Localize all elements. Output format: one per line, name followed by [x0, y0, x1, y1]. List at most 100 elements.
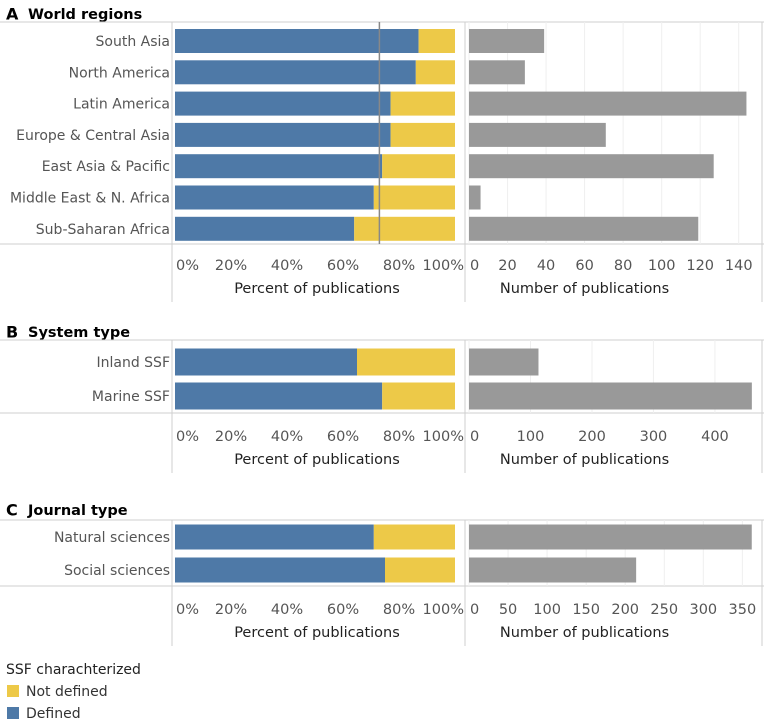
category-label: Sub-Saharan Africa — [36, 222, 170, 238]
percent-tick-label: 20% — [215, 258, 247, 274]
count-bar — [469, 216, 699, 241]
count-tick-label: 120 — [686, 258, 714, 274]
not-defined-bar — [373, 524, 455, 550]
not-defined-bar — [415, 60, 455, 85]
legend-title: SSF charachterized — [6, 662, 141, 678]
category-label: Inland SSF — [96, 355, 170, 371]
percent-tick-label: 100% — [423, 258, 464, 274]
category-label: South Asia — [96, 34, 170, 50]
count-bar — [469, 557, 637, 583]
count-tick-label: 80 — [614, 258, 632, 274]
not-defined-bar — [354, 216, 455, 241]
count-bar — [469, 60, 525, 85]
count-axis-title: Number of publications — [500, 281, 669, 297]
category-label: Latin America — [73, 97, 170, 113]
count-tick-label: 40 — [537, 258, 555, 274]
category-label: Middle East & N. Africa — [10, 191, 170, 207]
category-label: North America — [69, 65, 170, 81]
percent-tick-label: 0% — [176, 602, 199, 618]
percent-tick-label: 0% — [176, 258, 199, 274]
not-defined-bar — [385, 557, 455, 583]
count-tick-label: 300 — [689, 602, 717, 618]
panel-title: Journal type — [27, 503, 128, 519]
percent-axis-title: Percent of publications — [234, 452, 400, 468]
percent-tick-label: 100% — [423, 602, 464, 618]
legend-swatch — [7, 685, 19, 697]
count-tick-label: 0 — [470, 429, 479, 445]
panel-letter: C — [6, 501, 18, 520]
category-label: Marine SSF — [92, 389, 170, 405]
count-bar — [469, 91, 747, 116]
count-tick-label: 20 — [498, 258, 516, 274]
not-defined-bar — [390, 122, 455, 147]
percent-tick-label: 40% — [271, 258, 303, 274]
count-tick-label: 0 — [470, 258, 479, 274]
not-defined-bar — [390, 91, 455, 116]
percent-axis-title: Percent of publications — [234, 281, 400, 297]
count-tick-label: 400 — [701, 429, 729, 445]
count-tick-label: 200 — [578, 429, 606, 445]
not-defined-bar — [373, 185, 455, 210]
legend-label: Not defined — [26, 684, 108, 700]
percent-tick-label: 60% — [327, 602, 359, 618]
percent-tick-label: 0% — [176, 429, 199, 445]
percent-tick-label: 40% — [271, 429, 303, 445]
percent-tick-label: 80% — [383, 429, 415, 445]
panel-letter: B — [6, 323, 18, 342]
count-bar — [469, 185, 481, 210]
percent-tick-label: 60% — [327, 258, 359, 274]
defined-bar — [175, 91, 391, 116]
count-bar — [469, 122, 606, 147]
category-label: Natural sciences — [54, 530, 170, 546]
category-label: East Asia & Pacific — [42, 159, 170, 175]
not-defined-bar — [418, 29, 455, 53]
defined-bar — [175, 216, 355, 241]
defined-bar — [175, 524, 374, 550]
defined-bar — [175, 29, 419, 53]
count-tick-label: 60 — [575, 258, 593, 274]
defined-bar — [175, 122, 391, 147]
count-tick-label: 100 — [648, 258, 676, 274]
count-tick-label: 50 — [499, 602, 517, 618]
not-defined-bar — [382, 382, 455, 410]
count-tick-label: 350 — [729, 602, 757, 618]
count-tick-label: 300 — [640, 429, 668, 445]
count-bar — [469, 154, 714, 179]
panel-title: World regions — [28, 7, 142, 23]
defined-bar — [175, 348, 357, 376]
defined-bar — [175, 382, 383, 410]
category-label: Social sciences — [64, 563, 170, 579]
category-label: Europe & Central Asia — [16, 128, 170, 144]
percent-tick-label: 20% — [215, 429, 247, 445]
panel-letter: A — [6, 5, 19, 24]
panel-title: System type — [28, 325, 130, 341]
count-bar — [469, 382, 752, 410]
count-tick-label: 250 — [650, 602, 678, 618]
count-bar — [469, 348, 539, 376]
count-axis-title: Number of publications — [500, 625, 669, 641]
defined-bar — [175, 60, 416, 85]
defined-bar — [175, 557, 385, 583]
count-tick-label: 200 — [611, 602, 639, 618]
percent-tick-label: 60% — [327, 429, 359, 445]
defined-bar — [175, 185, 374, 210]
percent-tick-label: 20% — [215, 602, 247, 618]
count-tick-label: 150 — [572, 602, 600, 618]
not-defined-bar — [357, 348, 455, 376]
percent-axis-title: Percent of publications — [234, 625, 400, 641]
percent-tick-label: 40% — [271, 602, 303, 618]
count-bar — [469, 29, 545, 53]
not-defined-bar — [382, 154, 455, 179]
count-tick-label: 140 — [725, 258, 753, 274]
legend-swatch — [7, 707, 19, 719]
legend-label: Defined — [26, 706, 81, 721]
percent-tick-label: 80% — [383, 602, 415, 618]
percent-tick-label: 80% — [383, 258, 415, 274]
count-tick-label: 100 — [533, 602, 561, 618]
count-bar — [469, 524, 752, 550]
defined-bar — [175, 154, 383, 179]
count-tick-label: 0 — [470, 602, 479, 618]
percent-tick-label: 100% — [423, 429, 464, 445]
count-axis-title: Number of publications — [500, 452, 669, 468]
